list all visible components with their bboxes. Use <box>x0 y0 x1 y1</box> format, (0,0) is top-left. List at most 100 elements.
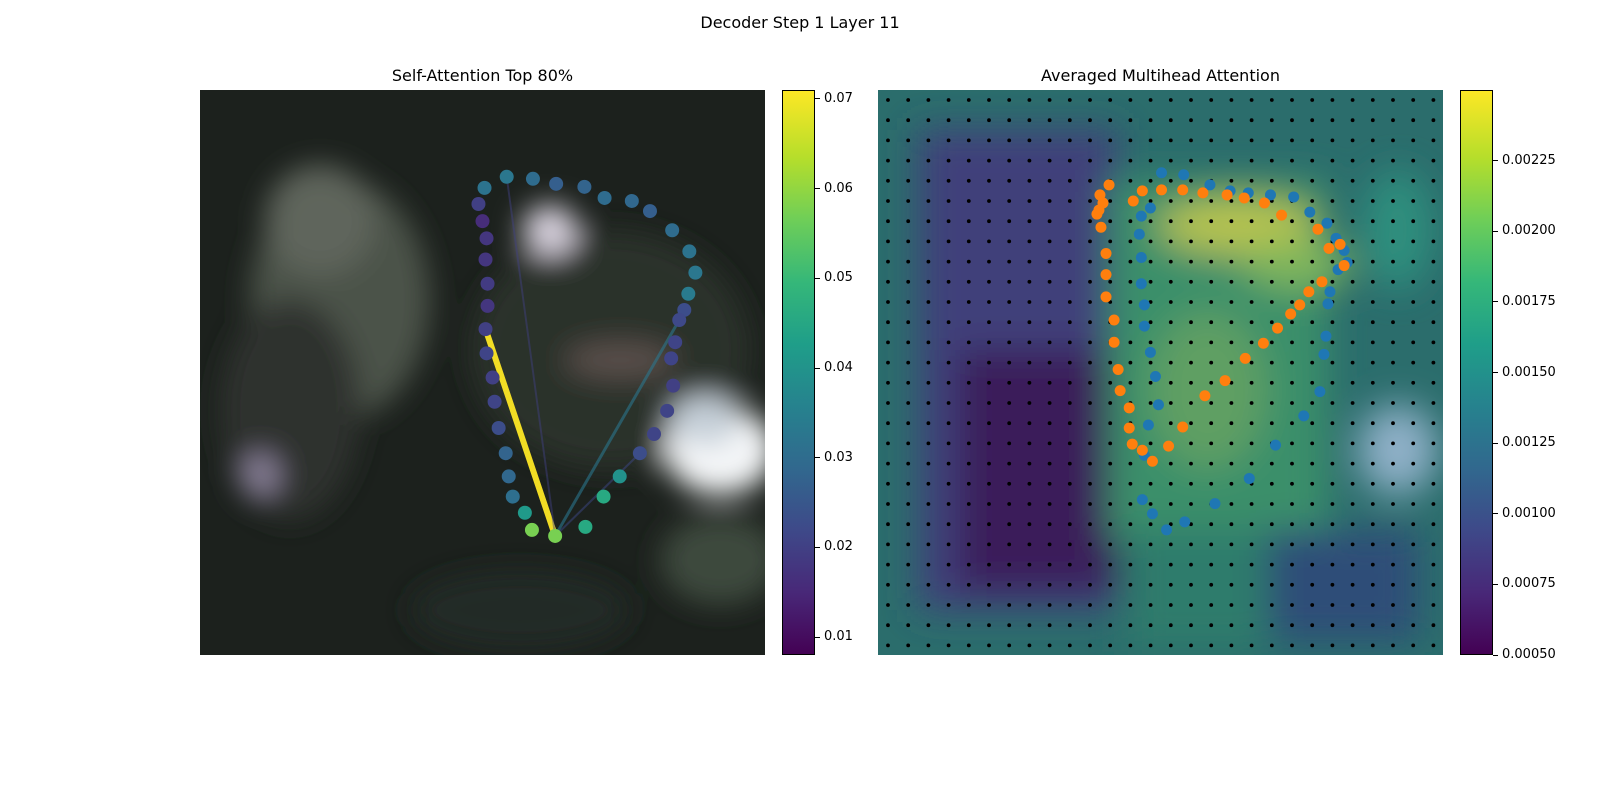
left-colorbar-tick-mark-6 <box>815 188 820 190</box>
keypoint-3 <box>525 171 540 186</box>
self-attention-plot <box>200 90 765 655</box>
right-colorbar-tick-label-8: 0.00225 <box>1502 152 1556 168</box>
right-colorbar-tick-mark-7 <box>1493 230 1498 232</box>
orange-point-30 <box>1114 385 1126 397</box>
blue-point-24 <box>1161 524 1173 536</box>
orange-point-41 <box>1094 189 1106 201</box>
blue-point-9 <box>1321 217 1333 229</box>
averaged-attention-heatmap <box>878 90 1443 655</box>
blue-point-23 <box>1179 516 1191 528</box>
right-colorbar-tick-mark-2 <box>1493 583 1498 585</box>
blue-point-29 <box>1152 399 1164 411</box>
keypoint-15 <box>668 335 683 350</box>
right-colorbar-tick-label-1: 0.00050 <box>1502 647 1556 662</box>
blue-point-18 <box>1314 386 1326 398</box>
keypoint-28 <box>501 469 516 484</box>
keypoint-11 <box>688 265 703 280</box>
keypoint-23 <box>578 519 593 534</box>
blue-point-3 <box>1204 179 1216 191</box>
keypoint-16 <box>664 351 679 366</box>
orange-point-36 <box>1100 247 1112 259</box>
blue-point-25 <box>1146 508 1158 520</box>
keypoint-4 <box>549 176 564 191</box>
blue-point-37 <box>1135 210 1147 222</box>
right-colorbar-tick-mark-1 <box>1493 654 1498 656</box>
blue-point-32 <box>1138 320 1150 332</box>
orange-point-11 <box>1323 242 1335 254</box>
left-colorbar-tick-mark-4 <box>815 367 820 369</box>
blue-point-20 <box>1270 439 1282 451</box>
blue-point-14 <box>1324 286 1336 298</box>
orange-point-23 <box>1177 421 1189 433</box>
blue-point-22 <box>1209 498 1221 510</box>
keypoint-1 <box>477 180 492 195</box>
background-photo <box>200 90 765 655</box>
blue-point-6 <box>1264 189 1276 201</box>
left-colorbar-tick-mark-7 <box>815 98 820 100</box>
heatmap-background <box>878 90 1443 655</box>
left-colorbar-tick-mark-2 <box>815 546 820 548</box>
orange-point-13 <box>1338 260 1350 272</box>
orange-point-20 <box>1239 352 1251 364</box>
orange-point-32 <box>1108 336 1120 348</box>
blue-point-38 <box>1144 202 1156 214</box>
blue-point-19 <box>1298 410 1310 422</box>
keypoint-26 <box>517 505 532 520</box>
blue-point-16 <box>1320 330 1332 342</box>
left-colorbar-tick-mark-5 <box>815 277 820 279</box>
right-colorbar-tick-mark-3 <box>1493 513 1498 515</box>
right-colorbar-tick-label-3: 0.00100 <box>1502 505 1556 521</box>
right-colorbar-tick-mark-5 <box>1493 372 1498 373</box>
orange-point-6 <box>1221 189 1233 201</box>
right-colorbar-tick-label-4: 0.00125 <box>1502 435 1556 451</box>
keypoint-18 <box>660 403 675 418</box>
blue-point-8 <box>1304 206 1316 218</box>
keypoint-19 <box>647 427 662 442</box>
orange-point-29 <box>1123 402 1135 414</box>
blue-point-26 <box>1136 494 1148 506</box>
keypoint-39 <box>475 214 490 229</box>
orange-point-16 <box>1294 299 1306 311</box>
blue-point-21 <box>1243 472 1255 484</box>
orange-point-31 <box>1112 363 1124 375</box>
blue-point-7 <box>1288 191 1300 203</box>
orange-point-24 <box>1163 440 1175 452</box>
keypoint-32 <box>485 370 500 385</box>
left-colorbar-tick-label-7: 0.07 <box>824 90 853 106</box>
right-colorbar-tick-label-2: 0.00075 <box>1502 576 1556 592</box>
attention-line-2 <box>553 318 681 538</box>
keypoint-6 <box>597 190 612 205</box>
orange-point-40 <box>1091 208 1103 220</box>
figure-title: Decoder Step 1 Layer 11 <box>700 13 900 32</box>
right-colorbar <box>1460 90 1493 655</box>
keypoint-35 <box>480 298 495 313</box>
keypoint-7 <box>624 193 639 208</box>
blue-point-30 <box>1149 371 1161 383</box>
blue-point-28 <box>1142 419 1154 431</box>
keypoint-37 <box>478 252 493 267</box>
blue-point-36 <box>1133 228 1145 240</box>
right-colorbar-tick-mark-6 <box>1493 301 1498 303</box>
keypoint-31 <box>487 394 502 409</box>
orange-point-8 <box>1258 197 1270 209</box>
keypoint-12 <box>681 286 696 301</box>
keypoint-25 <box>524 522 539 537</box>
right-colorbar-tick-mark-8 <box>1493 160 1498 162</box>
left-panel-title: Self-Attention Top 80% <box>391 66 574 85</box>
keypoint-14 <box>672 313 687 328</box>
blue-point-2 <box>1178 169 1190 181</box>
orange-point-19 <box>1257 337 1269 349</box>
keypoint-30 <box>491 420 506 435</box>
attention-line-3 <box>505 175 557 537</box>
orange-point-25 <box>1146 455 1158 467</box>
keypoint-17 <box>666 378 681 393</box>
keypoint-29 <box>498 446 513 461</box>
blue-point-34 <box>1135 278 1147 290</box>
left-colorbar-tick-label-5: 0.05 <box>824 270 853 286</box>
keypoint-8 <box>642 204 657 219</box>
orange-point-3 <box>1156 184 1168 196</box>
orange-point-22 <box>1199 390 1211 402</box>
right-colorbar-tick-label-5: 0.00150 <box>1502 364 1556 380</box>
keypoint-38 <box>479 231 494 246</box>
left-colorbar-tick-mark-3 <box>815 457 820 459</box>
